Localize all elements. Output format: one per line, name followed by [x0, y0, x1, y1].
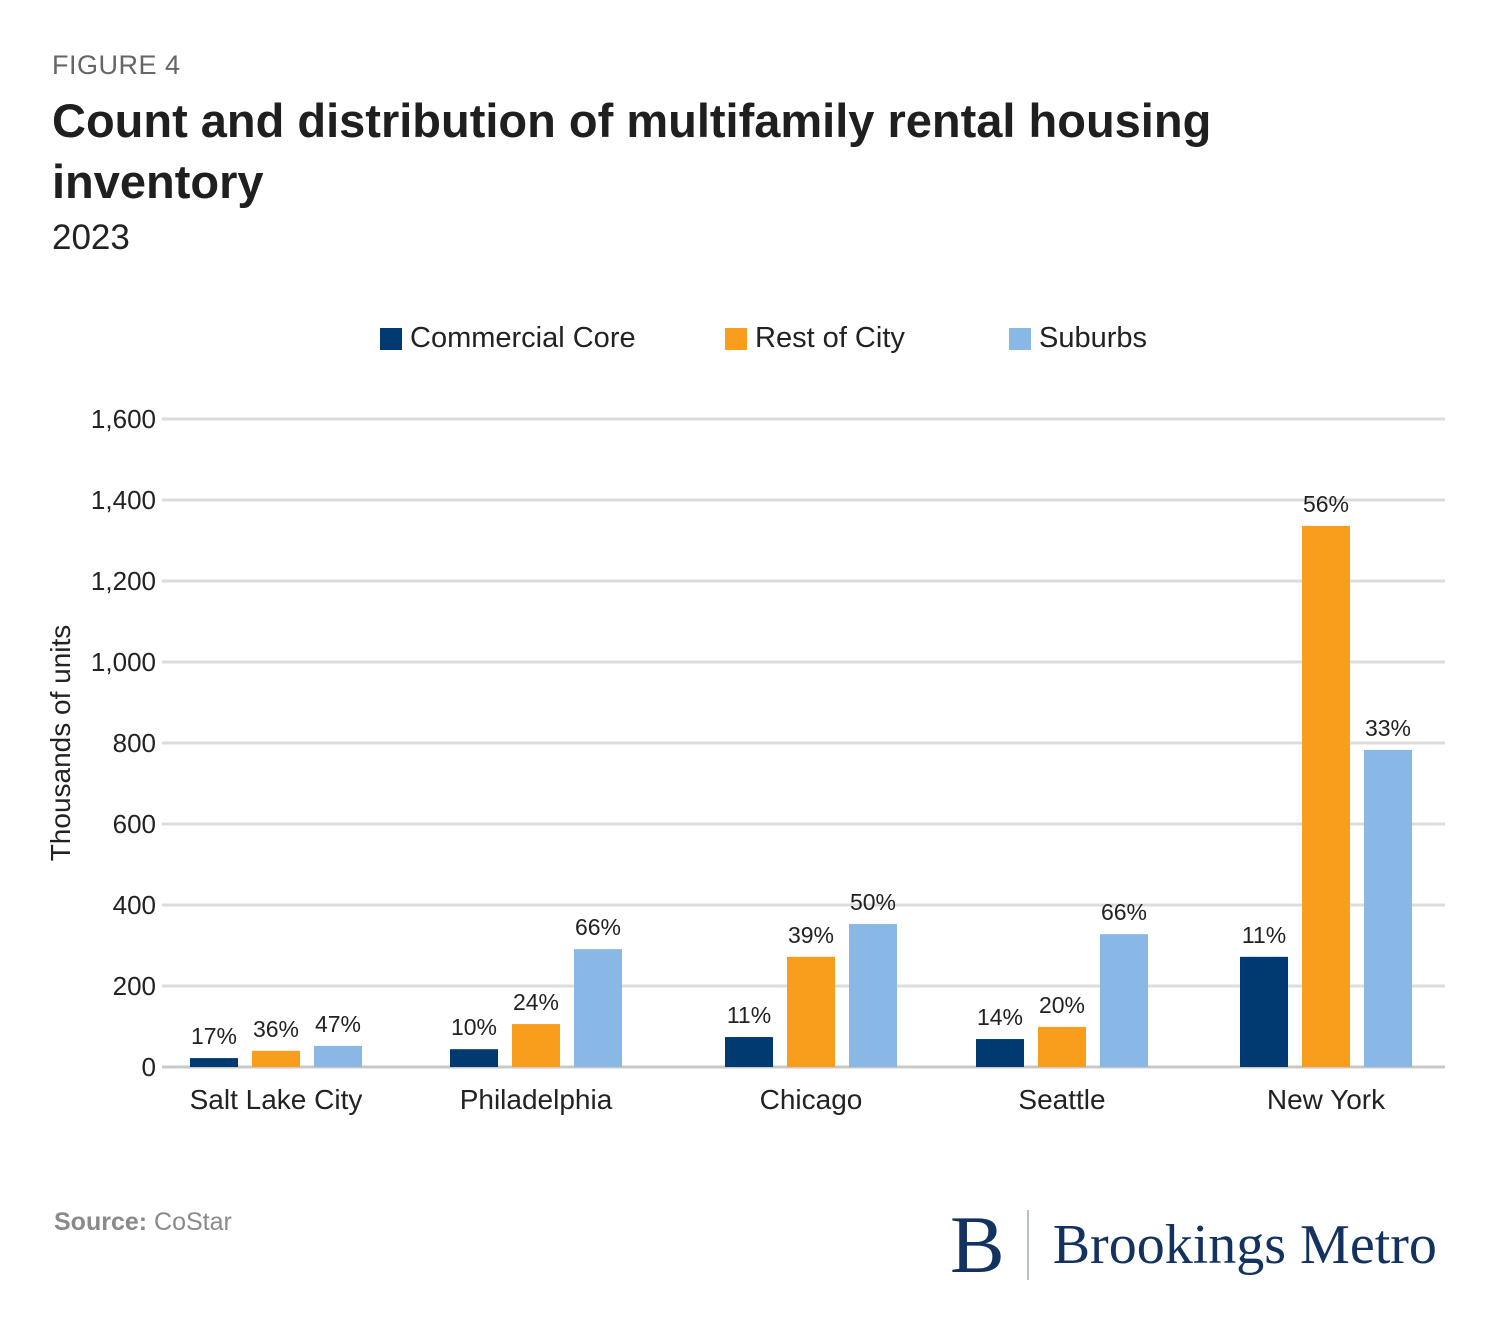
y-tick-label: 1,200 — [91, 566, 156, 596]
y-tick-label: 1,400 — [91, 485, 156, 515]
legend-swatch — [380, 327, 402, 350]
source-label: Source: — [54, 1208, 148, 1236]
bar-rest-of-city — [512, 1024, 560, 1067]
source-value: CoStar — [154, 1208, 232, 1236]
bar-commercial-core — [1240, 956, 1288, 1067]
data-label: 11% — [1242, 922, 1286, 948]
bar-commercial-core — [190, 1058, 238, 1067]
data-label: 36% — [253, 1016, 299, 1042]
data-label: 50% — [850, 889, 896, 915]
y-tick-label: 1,600 — [91, 404, 156, 434]
y-tick-label: 0 — [142, 1052, 156, 1082]
legend-label: Rest of City — [755, 322, 905, 354]
data-label: 10% — [451, 1014, 497, 1040]
chart-title: Count and distribution of multifamily re… — [52, 94, 1212, 208]
data-label: 66% — [575, 914, 621, 940]
data-label: 20% — [1039, 992, 1085, 1018]
chart-subtitle: 2023 — [52, 218, 130, 257]
y-tick-label: 200 — [113, 971, 156, 1001]
data-label: 39% — [788, 922, 834, 948]
bar-suburbs — [1364, 749, 1412, 1067]
x-tick-label: Seattle — [1018, 1084, 1105, 1115]
brookings-metro-logo: B Brookings Metro — [950, 1199, 1437, 1290]
legend-item-rest-of-city: Rest of City — [725, 322, 905, 355]
legend-item-suburbs: Suburbs — [1009, 322, 1147, 355]
logo-divider — [1026, 1210, 1029, 1280]
legend-swatch — [1009, 327, 1031, 350]
bar-rest-of-city — [1302, 525, 1350, 1067]
y-tick-label: 400 — [113, 890, 156, 920]
bar-commercial-core — [450, 1049, 498, 1067]
data-label: 24% — [513, 989, 559, 1015]
x-tick-label: Salt Lake City — [190, 1084, 363, 1115]
legend-label: Suburbs — [1039, 322, 1148, 354]
data-label: 11% — [727, 1002, 771, 1028]
legend-label: Commercial Core — [410, 322, 636, 354]
bar-suburbs — [849, 924, 897, 1067]
bar-rest-of-city — [787, 956, 835, 1067]
data-label: 17% — [191, 1023, 237, 1049]
data-label: 66% — [1101, 899, 1147, 925]
legend-item-commercial-core: Commercial Core — [380, 322, 636, 355]
x-tick-label: New York — [1267, 1084, 1386, 1115]
y-axis-label: Thousands of units — [45, 625, 76, 862]
data-label: 14% — [977, 1004, 1023, 1030]
y-tick-label: 1,000 — [91, 647, 156, 677]
source-note: Source: CoStar — [54, 1208, 232, 1237]
data-label: 56% — [1303, 491, 1349, 517]
y-tick-label: 600 — [113, 809, 156, 839]
bar-rest-of-city — [252, 1050, 300, 1067]
logo-mark: B — [950, 1199, 1005, 1290]
legend-swatch — [725, 327, 747, 350]
bar-suburbs — [574, 949, 622, 1067]
figure-label: FIGURE 4 — [52, 50, 181, 80]
x-tick-label: Chicago — [760, 1084, 863, 1115]
bar-suburbs — [1100, 934, 1148, 1067]
bar-commercial-core — [725, 1037, 773, 1067]
bar-suburbs — [314, 1045, 362, 1067]
logo-text: Brookings Metro — [1052, 1214, 1437, 1276]
bar-commercial-core — [976, 1039, 1024, 1067]
data-label: 47% — [315, 1011, 361, 1037]
y-tick-label: 800 — [113, 728, 156, 758]
legend: Commercial Core Rest of City Suburbs — [0, 322, 1500, 362]
x-tick-label: Philadelphia — [460, 1084, 613, 1115]
data-label: 33% — [1365, 715, 1411, 741]
bar-rest-of-city — [1038, 1026, 1086, 1067]
